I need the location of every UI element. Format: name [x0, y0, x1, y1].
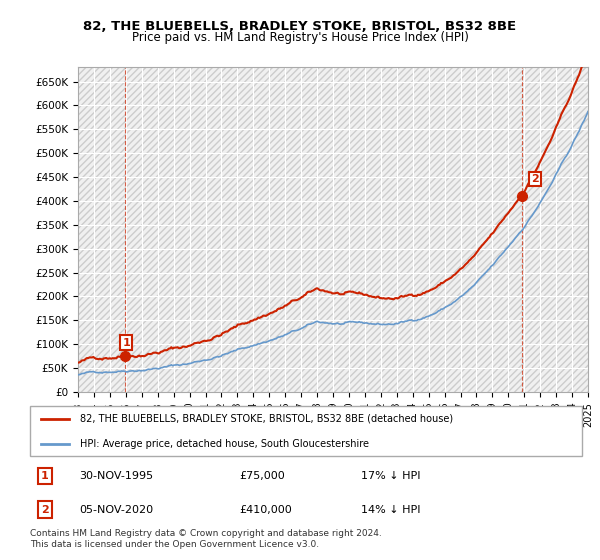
Text: 2: 2: [41, 505, 49, 515]
Text: £410,000: £410,000: [240, 505, 293, 515]
FancyBboxPatch shape: [30, 406, 582, 456]
Text: HPI: Average price, detached house, South Gloucestershire: HPI: Average price, detached house, Sout…: [80, 439, 368, 449]
Text: Price paid vs. HM Land Registry's House Price Index (HPI): Price paid vs. HM Land Registry's House …: [131, 31, 469, 44]
Text: 1: 1: [41, 471, 49, 481]
Text: 05-NOV-2020: 05-NOV-2020: [80, 505, 154, 515]
Text: 82, THE BLUEBELLS, BRADLEY STOKE, BRISTOL, BS32 8BE (detached house): 82, THE BLUEBELLS, BRADLEY STOKE, BRISTO…: [80, 414, 453, 423]
Text: 1: 1: [122, 338, 130, 348]
Text: 17% ↓ HPI: 17% ↓ HPI: [361, 471, 421, 481]
Text: 14% ↓ HPI: 14% ↓ HPI: [361, 505, 421, 515]
Text: 2: 2: [531, 174, 538, 184]
Text: £75,000: £75,000: [240, 471, 286, 481]
Text: 82, THE BLUEBELLS, BRADLEY STOKE, BRISTOL, BS32 8BE: 82, THE BLUEBELLS, BRADLEY STOKE, BRISTO…: [83, 20, 517, 32]
Text: Contains HM Land Registry data © Crown copyright and database right 2024.
This d: Contains HM Land Registry data © Crown c…: [30, 529, 382, 549]
Text: 30-NOV-1995: 30-NOV-1995: [80, 471, 154, 481]
